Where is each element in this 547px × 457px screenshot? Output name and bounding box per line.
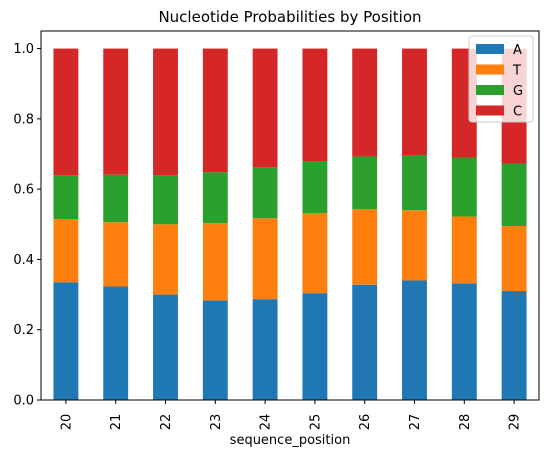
bar-A-27 [402,280,427,400]
y-axis: 0.0 0.2 0.4 0.6 0.8 1.0 [13,42,41,409]
bar-G-26 [352,156,378,210]
bars-group [53,48,527,400]
bar-C-26 [352,48,378,157]
bar-G-28 [451,157,477,217]
bar-A-29 [501,291,527,400]
bar-C-22 [153,48,178,176]
bar-C-24 [252,48,278,168]
legend-swatch-C [476,105,504,116]
bar-A-23 [202,300,228,400]
chart-title: Nucleotide Probabilities by Position [158,8,421,26]
legend-swatch-T [476,64,504,75]
x-tick-label: 26 [358,414,373,431]
bar-G-27 [402,155,427,211]
bar-T-22 [153,224,178,295]
y-tick-label: 0.6 [13,183,34,198]
bar-G-25 [302,161,328,214]
x-tick-label: 21 [109,414,124,431]
bar-C-23 [202,48,228,173]
x-tick-label: 24 [259,414,274,431]
y-tick-label: 0.0 [13,394,34,409]
x-axis-label: sequence_position [230,433,351,448]
bar-A-21 [103,286,129,400]
bar-G-22 [153,175,178,225]
legend-label-G: G [513,84,523,99]
legend-label-C: C [513,105,522,120]
bar-A-22 [153,294,178,400]
x-tick-label: 20 [59,414,74,431]
x-axis: 20 21 22 23 24 25 26 27 28 29 [59,400,523,431]
bar-C-25 [302,48,328,162]
bar-G-20 [53,175,79,220]
y-tick-label: 0.4 [13,253,34,268]
bar-A-28 [451,283,477,400]
bar-T-29 [501,226,527,292]
bar-T-24 [252,218,278,300]
bar-G-23 [202,172,228,224]
y-tick-label: 1.0 [13,42,34,57]
bar-A-24 [252,299,278,400]
bar-T-28 [451,216,477,284]
bar-G-21 [103,174,129,223]
bar-T-20 [53,219,79,283]
legend-label-A: A [513,43,522,58]
x-tick-label: 29 [508,414,523,431]
y-tick-label: 0.8 [13,112,34,127]
x-tick-label: 23 [209,414,224,431]
y-tick-label: 0.2 [13,323,34,338]
legend-box [468,35,534,123]
bar-A-26 [352,284,378,400]
x-tick-label: 28 [458,414,473,431]
bar-G-24 [252,167,278,219]
legend-label-T: T [512,64,521,79]
bar-A-20 [53,282,79,400]
legend-swatch-G [476,85,504,95]
x-tick-label: 27 [408,414,423,431]
bar-C-27 [402,48,427,156]
bar-G-29 [501,163,527,227]
legend-swatch-A [476,44,504,54]
bar-A-25 [302,293,328,400]
bar-T-25 [302,213,328,294]
x-tick-label: 25 [308,414,323,431]
bar-C-21 [103,48,129,175]
bar-T-23 [202,223,228,301]
plot-frame [40,30,540,401]
bar-T-21 [103,222,129,287]
bar-T-26 [352,209,378,285]
x-tick-label: 22 [159,414,174,431]
bar-C-20 [53,48,79,176]
bar-T-27 [402,210,427,281]
